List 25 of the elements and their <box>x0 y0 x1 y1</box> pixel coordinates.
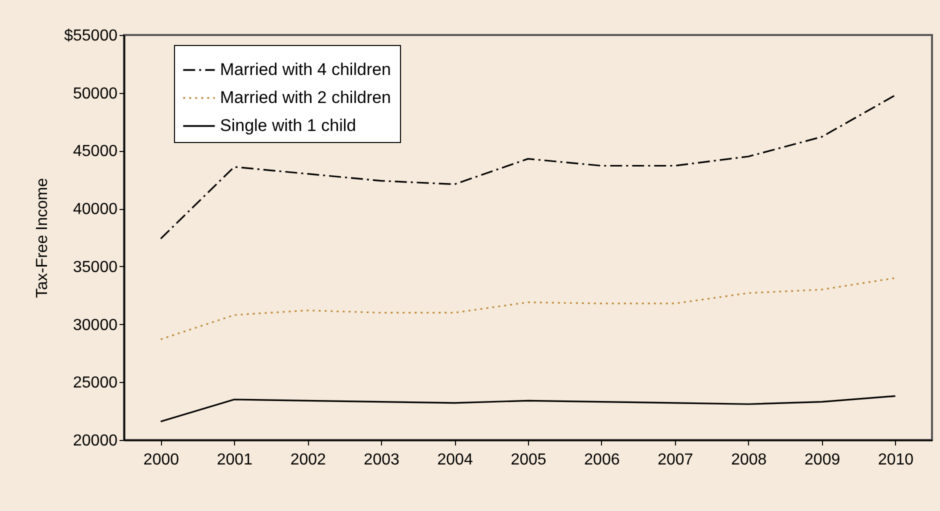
y-tick-label: 40000 <box>73 201 118 218</box>
y-tick-label: 25000 <box>73 374 118 392</box>
x-tick-label: 2004 <box>437 452 473 468</box>
x-tick-label: 2010 <box>878 452 914 468</box>
y-tick-label: 30000 <box>73 316 118 334</box>
x-tick-label: 2001 <box>216 452 253 468</box>
x-tick-label: 2007 <box>658 452 694 468</box>
legend-label: Married with 2 children <box>220 88 392 107</box>
x-tick-label: 2008 <box>731 452 767 468</box>
line-series <box>160 277 896 340</box>
legend-label: Married with 4 children <box>220 60 392 79</box>
line-series <box>160 395 896 422</box>
x-tick-label: 2003 <box>364 452 400 468</box>
legend-label: Single with 1 child <box>220 116 356 135</box>
x-tick-label: 2005 <box>510 452 546 468</box>
y-tick-label: 50000 <box>73 85 118 102</box>
y-tick-label: 35000 <box>73 258 118 276</box>
x-tick-label: 2009 <box>804 452 840 468</box>
x-tick-label: 2000 <box>143 452 180 468</box>
y-tick-label: $55000 <box>64 28 118 44</box>
x-tick-label: 2002 <box>290 452 326 468</box>
y-tick-label: 20000 <box>73 432 118 450</box>
x-tick-label: 2006 <box>584 452 620 468</box>
y-tick-label: 45000 <box>73 143 118 160</box>
y-axis-title: Tax-Free Income <box>34 178 52 298</box>
